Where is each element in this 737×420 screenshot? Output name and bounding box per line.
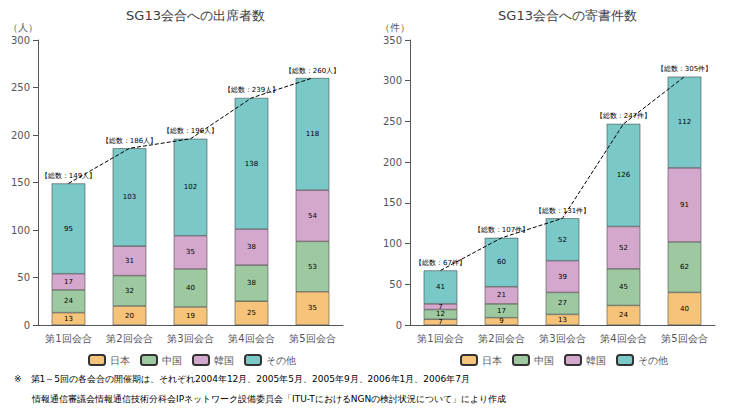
svg-text:※ 第1～5回の各会合の開催期は、それぞれ2004年12月、: ※ 第1～5回の各会合の開催期は、それぞれ2004年12月、2005年5月、20… bbox=[14, 374, 470, 384]
svg-text:100: 100 bbox=[383, 238, 402, 249]
svg-text:112: 112 bbox=[678, 118, 691, 126]
svg-text:12: 12 bbox=[436, 310, 445, 318]
svg-text:91: 91 bbox=[680, 201, 689, 209]
svg-text:38: 38 bbox=[247, 243, 256, 251]
svg-text:日本: 日本 bbox=[482, 355, 502, 366]
svg-text:7: 7 bbox=[438, 318, 442, 326]
svg-text:250: 250 bbox=[11, 82, 30, 93]
svg-text:SG13会合への出席者数: SG13会合への出席者数 bbox=[126, 8, 265, 23]
svg-text:118: 118 bbox=[306, 130, 319, 138]
svg-text:35: 35 bbox=[308, 304, 317, 312]
svg-text:17: 17 bbox=[64, 278, 73, 286]
svg-text:第5回会合: 第5回会合 bbox=[289, 333, 335, 344]
svg-text:35: 35 bbox=[186, 248, 195, 256]
svg-text:第4回会合: 第4回会合 bbox=[228, 333, 274, 344]
svg-text:21: 21 bbox=[497, 291, 506, 299]
svg-text:（人）: （人） bbox=[8, 22, 38, 33]
svg-text:その他: その他 bbox=[266, 355, 296, 366]
svg-text:SG13会合への寄書件数: SG13会合への寄書件数 bbox=[498, 8, 637, 23]
svg-text:24: 24 bbox=[619, 311, 628, 319]
svg-text:情報通信審議会情報通信技術分科会IPネットワーク設備委員会「: 情報通信審議会情報通信技術分科会IPネットワーク設備委員会「ITU-TにおけるN… bbox=[14, 394, 506, 404]
svg-text:0: 0 bbox=[24, 320, 30, 331]
svg-text:第1回会合: 第1回会合 bbox=[45, 333, 91, 344]
svg-text:45: 45 bbox=[619, 283, 628, 291]
svg-text:第4回会合: 第4回会合 bbox=[600, 333, 646, 344]
svg-text:【総数：260人】: 【総数：260人】 bbox=[285, 67, 340, 75]
svg-text:200: 200 bbox=[11, 130, 30, 141]
svg-text:第3回会合: 第3回会合 bbox=[167, 333, 213, 344]
svg-text:20: 20 bbox=[125, 312, 134, 320]
svg-text:31: 31 bbox=[125, 257, 134, 265]
svg-text:50: 50 bbox=[389, 279, 402, 290]
svg-text:102: 102 bbox=[184, 183, 197, 191]
svg-text:40: 40 bbox=[680, 305, 689, 313]
svg-text:第5回会合: 第5回会合 bbox=[661, 333, 707, 344]
svg-text:【総数：196人】: 【総数：196人】 bbox=[163, 127, 218, 135]
svg-text:【総数：247件】: 【総数：247件】 bbox=[596, 112, 651, 120]
svg-text:150: 150 bbox=[11, 177, 30, 188]
svg-text:53: 53 bbox=[308, 263, 317, 271]
svg-text:日本: 日本 bbox=[110, 355, 130, 366]
svg-text:60: 60 bbox=[497, 258, 506, 266]
svg-text:17: 17 bbox=[497, 307, 506, 315]
svg-text:126: 126 bbox=[617, 171, 631, 179]
svg-text:350: 350 bbox=[383, 35, 402, 46]
svg-text:中国: 中国 bbox=[534, 355, 554, 366]
svg-text:54: 54 bbox=[308, 212, 317, 220]
svg-text:62: 62 bbox=[680, 263, 689, 271]
svg-text:韓国: 韓国 bbox=[214, 355, 234, 366]
svg-text:第1回会合: 第1回会合 bbox=[417, 333, 463, 344]
svg-text:200: 200 bbox=[383, 157, 402, 168]
svg-text:41: 41 bbox=[436, 283, 445, 291]
svg-text:250: 250 bbox=[383, 116, 402, 127]
svg-text:【総数：149人】: 【総数：149人】 bbox=[41, 172, 96, 180]
svg-text:24: 24 bbox=[64, 297, 73, 305]
svg-text:13: 13 bbox=[558, 316, 567, 324]
svg-text:103: 103 bbox=[123, 193, 136, 201]
svg-text:52: 52 bbox=[558, 236, 567, 244]
svg-text:その他: その他 bbox=[638, 355, 668, 366]
svg-text:38: 38 bbox=[247, 279, 256, 287]
svg-text:（件）: （件） bbox=[380, 22, 410, 33]
svg-text:100: 100 bbox=[11, 225, 30, 236]
svg-text:第2回会合: 第2回会合 bbox=[478, 333, 524, 344]
svg-text:【総数：67件】: 【総数：67件】 bbox=[415, 259, 466, 267]
svg-text:95: 95 bbox=[64, 225, 73, 233]
svg-text:【総数：186人】: 【総数：186人】 bbox=[102, 137, 157, 145]
svg-text:39: 39 bbox=[558, 273, 567, 281]
svg-text:中国: 中国 bbox=[162, 355, 182, 366]
svg-text:150: 150 bbox=[383, 197, 402, 208]
svg-text:第2回会合: 第2回会合 bbox=[106, 333, 152, 344]
svg-text:300: 300 bbox=[383, 75, 402, 86]
svg-text:25: 25 bbox=[247, 309, 256, 317]
svg-text:138: 138 bbox=[245, 160, 258, 168]
svg-text:40: 40 bbox=[186, 284, 195, 292]
svg-text:9: 9 bbox=[499, 317, 503, 325]
svg-text:300: 300 bbox=[11, 35, 30, 46]
svg-text:50: 50 bbox=[17, 272, 30, 283]
svg-text:0: 0 bbox=[396, 320, 402, 331]
svg-text:【総数：131件】: 【総数：131件】 bbox=[535, 207, 590, 215]
svg-text:19: 19 bbox=[186, 312, 195, 320]
svg-text:52: 52 bbox=[619, 244, 628, 252]
svg-text:韓国: 韓国 bbox=[586, 355, 606, 366]
svg-text:7: 7 bbox=[438, 303, 442, 311]
svg-text:第3回会合: 第3回会合 bbox=[539, 333, 585, 344]
svg-text:32: 32 bbox=[125, 287, 134, 295]
svg-text:【総数：305件】: 【総数：305件】 bbox=[657, 65, 712, 73]
svg-text:【総数：107件】: 【総数：107件】 bbox=[474, 226, 529, 234]
svg-text:【総数：239人】: 【総数：239人】 bbox=[224, 86, 279, 94]
svg-text:13: 13 bbox=[64, 315, 73, 323]
svg-text:27: 27 bbox=[558, 299, 567, 307]
